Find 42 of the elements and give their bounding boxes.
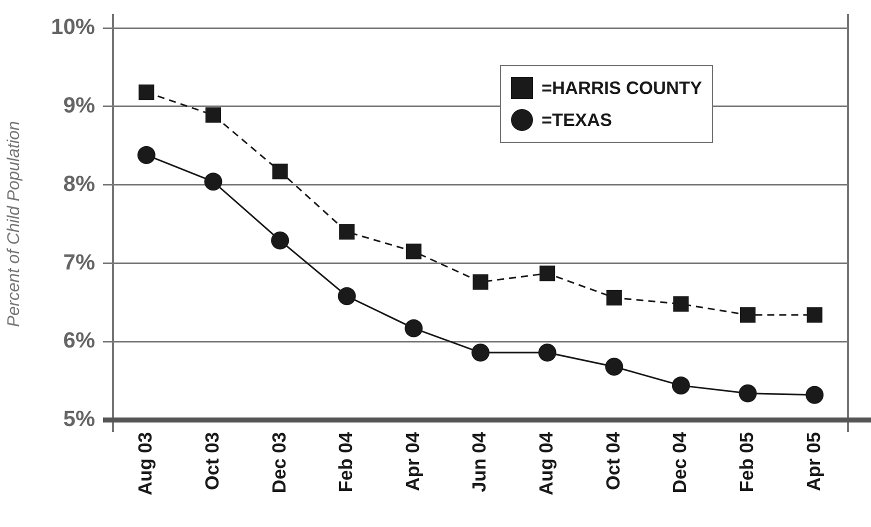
x-tick-label: Oct 04 [603,432,624,490]
point [740,307,756,323]
x-tick-label: Feb 05 [737,432,758,492]
y-tick-label: 6% [63,328,95,353]
point [339,224,355,240]
point [673,296,689,312]
x-tick-label: Aug 04 [536,432,558,496]
point [205,107,222,123]
point [672,376,690,395]
point [806,386,824,404]
y-tick-label: 5% [63,406,95,432]
point [271,231,290,250]
point [540,266,556,282]
point [204,172,222,191]
legend-label: =TEXAS [541,110,612,130]
x-tick-label: Aug 03 [136,432,157,496]
point [606,290,622,306]
x-tick-label: Dec 04 [670,432,692,494]
y-tick-label: 9% [63,92,95,118]
point [806,307,822,323]
x-tick-label: Apr 05 [804,432,825,492]
x-tick-label: Oct 03 [202,432,224,490]
x-tick-label: Dec 03 [269,432,290,494]
point [472,274,488,290]
point [538,344,556,362]
x-tick-label: Jun 04 [470,432,491,492]
y-tick-label: 10% [50,14,95,40]
point [605,358,624,376]
point [404,319,423,338]
point [272,164,288,180]
y-tick-label: 8% [63,170,95,196]
y-tick-label: 7% [63,249,95,274]
point [472,344,490,362]
point [137,146,156,164]
point [738,384,757,402]
x-tick-label: Feb 04 [336,432,358,492]
point [138,84,154,100]
point [406,244,422,260]
legend-label: =HARRIS COUNTY [541,78,702,98]
point [338,287,356,306]
x-tick-label: Apr 04 [402,432,424,492]
y-axis-title: Percent of Child Population [4,120,23,328]
